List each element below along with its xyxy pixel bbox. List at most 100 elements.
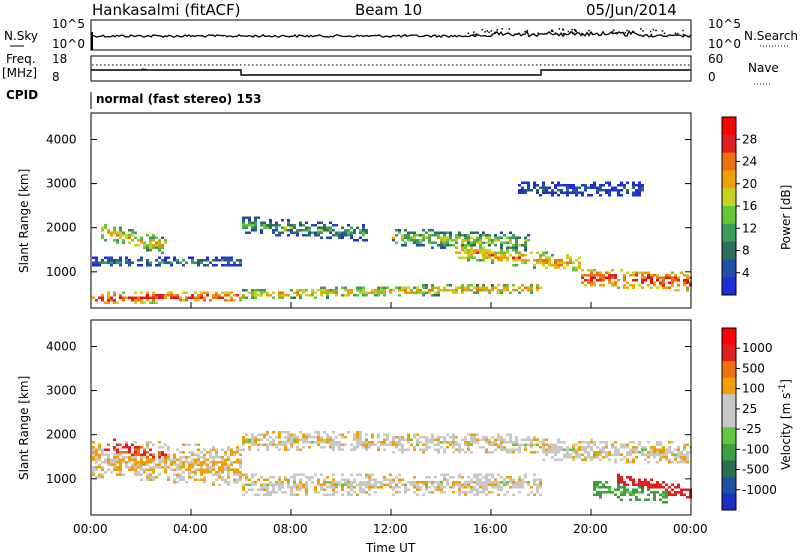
heatmap-cell bbox=[227, 468, 230, 471]
heatmap-cell bbox=[626, 488, 629, 491]
heatmap-cell bbox=[656, 448, 659, 451]
heatmap-cell bbox=[632, 461, 635, 464]
heatmap-cell bbox=[431, 234, 434, 237]
colorbar-tick-label: 28 bbox=[742, 132, 757, 146]
heatmap-cell bbox=[410, 289, 413, 292]
heatmap-cell bbox=[332, 478, 335, 481]
heatmap-cell bbox=[578, 453, 581, 456]
heatmap-cell bbox=[635, 271, 638, 274]
heatmap-cell bbox=[674, 491, 677, 494]
heatmap-cell bbox=[497, 443, 500, 446]
heatmap-cell bbox=[110, 256, 113, 259]
heatmap-cell bbox=[353, 438, 356, 441]
heatmap-cell bbox=[497, 256, 500, 259]
heatmap-cell bbox=[116, 231, 119, 234]
heatmap-cell bbox=[143, 461, 146, 464]
heatmap-cell bbox=[332, 448, 335, 451]
heatmap-cell bbox=[686, 279, 689, 282]
velocity-y-axis-label: Slant Range [km] bbox=[17, 376, 31, 480]
heatmap-cell bbox=[122, 241, 125, 244]
nave-trace bbox=[91, 69, 691, 76]
heatmap-cell bbox=[431, 438, 434, 441]
heatmap-cell bbox=[209, 461, 212, 464]
heatmap-cell bbox=[218, 294, 221, 297]
heatmap-cell bbox=[599, 453, 602, 456]
heatmap-cell bbox=[578, 264, 581, 267]
heatmap-cell bbox=[341, 483, 344, 486]
heatmap-cell bbox=[335, 486, 338, 489]
heatmap-cell bbox=[353, 481, 356, 484]
heatmap-cell bbox=[584, 441, 587, 444]
heatmap-cell bbox=[533, 451, 536, 454]
heatmap-cell bbox=[128, 451, 131, 454]
heatmap-cell bbox=[278, 433, 281, 436]
heatmap-cell bbox=[677, 461, 680, 464]
heatmap-cell bbox=[404, 234, 407, 237]
heatmap-cell bbox=[533, 473, 536, 476]
heatmap-cell bbox=[521, 284, 524, 287]
heatmap-cell bbox=[527, 438, 530, 441]
heatmap-cell bbox=[482, 476, 485, 479]
heatmap-cell bbox=[398, 481, 401, 484]
heatmap-cell bbox=[473, 291, 476, 294]
heatmap-cell bbox=[485, 249, 488, 252]
heatmap-cell bbox=[191, 458, 194, 461]
heatmap-cell bbox=[503, 448, 506, 451]
heatmap-cell bbox=[494, 486, 497, 489]
heatmap-cell bbox=[356, 436, 359, 439]
heatmap-cell bbox=[353, 231, 356, 234]
heatmap-cell bbox=[629, 274, 632, 277]
heatmap-cell bbox=[449, 239, 452, 242]
heatmap-cell bbox=[593, 186, 596, 189]
heatmap-cell bbox=[446, 481, 449, 484]
heatmap-cell bbox=[293, 224, 296, 227]
heatmap-cell bbox=[326, 441, 329, 444]
heatmap-cell bbox=[575, 191, 578, 194]
heatmap-cell bbox=[665, 274, 668, 277]
heatmap-cell bbox=[107, 453, 110, 456]
heatmap-cell bbox=[443, 473, 446, 476]
heatmap-cell bbox=[110, 259, 113, 262]
heatmap-cell bbox=[542, 251, 545, 254]
heatmap-cell bbox=[461, 486, 464, 489]
heatmap-cell bbox=[260, 488, 263, 491]
heatmap-cell bbox=[251, 229, 254, 232]
heatmap-cell bbox=[359, 231, 362, 234]
heatmap-cell bbox=[467, 491, 470, 494]
heatmap-cell bbox=[149, 441, 152, 444]
heatmap-cell bbox=[131, 229, 134, 232]
heatmap-cell bbox=[314, 291, 317, 294]
heatmap-cell bbox=[389, 291, 392, 294]
heatmap-cell bbox=[659, 456, 662, 459]
heatmap-cell bbox=[461, 246, 464, 249]
heatmap-cell bbox=[287, 448, 290, 451]
heatmap-cell bbox=[596, 189, 599, 192]
heatmap-cell bbox=[113, 461, 116, 464]
heatmap-cell bbox=[461, 241, 464, 244]
heatmap-cell bbox=[485, 241, 488, 244]
heatmap-cell bbox=[164, 241, 167, 244]
heatmap-cell bbox=[134, 463, 137, 466]
heatmap-cell bbox=[488, 291, 491, 294]
heatmap-cell bbox=[329, 231, 332, 234]
heatmap-cell bbox=[134, 441, 137, 444]
heatmap-cell bbox=[146, 299, 149, 302]
heatmap-cell bbox=[650, 276, 653, 279]
heatmap-cell bbox=[683, 281, 686, 284]
heatmap-cell bbox=[206, 471, 209, 474]
heatmap-cell bbox=[464, 246, 467, 249]
heatmap-cell bbox=[239, 461, 242, 464]
heatmap-cell bbox=[614, 281, 617, 284]
heatmap-cell bbox=[425, 291, 428, 294]
heatmap-cell bbox=[491, 451, 494, 454]
heatmap-cell bbox=[503, 254, 506, 257]
heatmap-cell bbox=[491, 476, 494, 479]
heatmap-cell bbox=[479, 251, 482, 254]
heatmap-cell bbox=[344, 481, 347, 484]
heatmap-cell bbox=[497, 289, 500, 292]
heatmap-cell bbox=[314, 224, 317, 227]
heatmap-cell bbox=[449, 441, 452, 444]
heatmap-cell bbox=[593, 441, 596, 444]
colorbar-tick-label: 1000 bbox=[742, 341, 773, 355]
